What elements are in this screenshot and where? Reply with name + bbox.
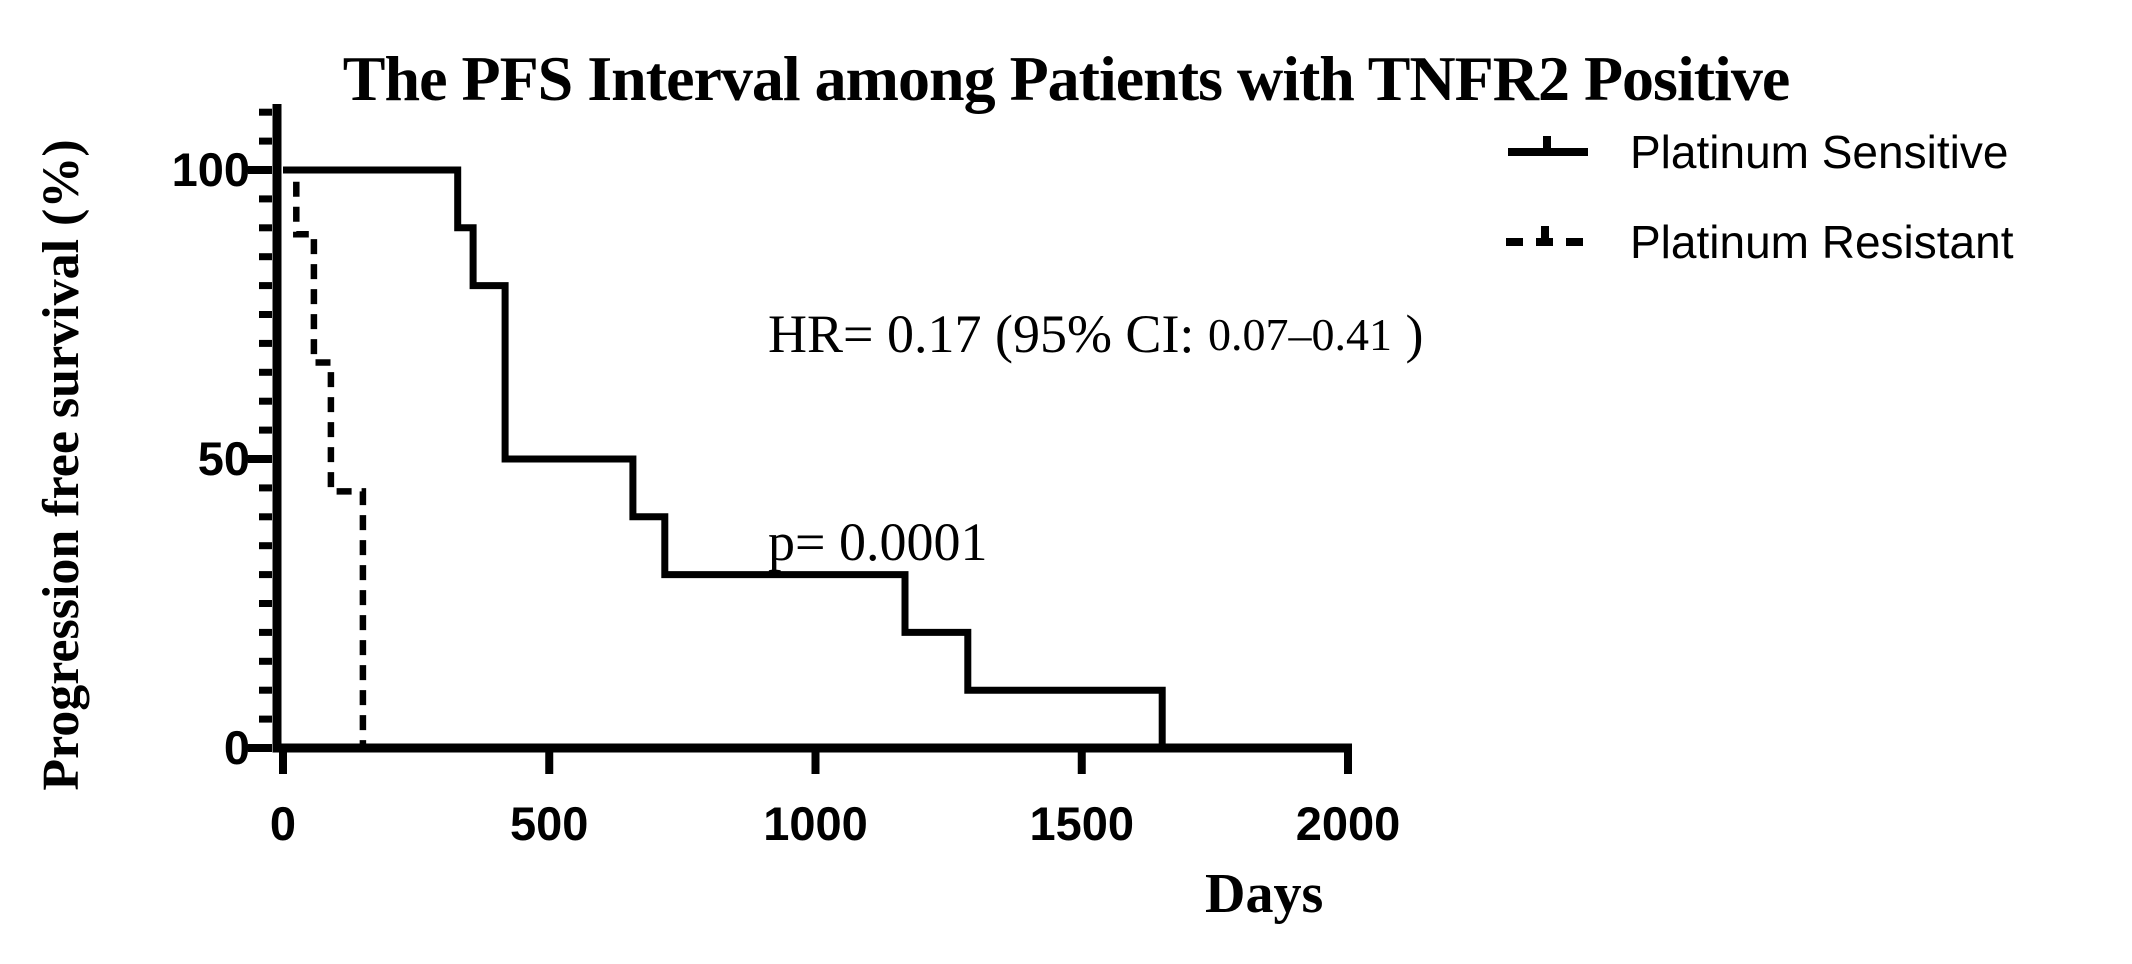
y-tick-label: 50 xyxy=(198,432,250,485)
y-axis-label: Progression free survival (%) xyxy=(33,139,90,790)
y-tick-label: 100 xyxy=(172,143,250,196)
hr-annotation: HR= 0.17 (95% CI: 0.07–0.41 ) xyxy=(768,302,1423,364)
x-tick-labels: 0 500 1000 1500 2000 xyxy=(270,797,1400,850)
x-major-ticks xyxy=(279,752,1352,774)
legend: Platinum Sensitive Platinum Resistant xyxy=(1506,126,2014,268)
legend-label-resistant: Platinum Resistant xyxy=(1630,216,2014,268)
x-axis-label: Days xyxy=(1205,863,1323,925)
legend-label-sensitive: Platinum Sensitive xyxy=(1630,126,2008,178)
platinum-resistant-curve xyxy=(283,166,367,748)
p-value-annotation: p= 0.0001 xyxy=(768,512,987,572)
hr-annotation-suffix: ) xyxy=(1405,304,1423,364)
hr-annotation-ci: 0.07–0.41 xyxy=(1208,309,1392,360)
platinum-sensitive-curve xyxy=(283,166,1166,748)
legend-item-sensitive: Platinum Sensitive xyxy=(1508,126,2008,178)
x-tick-label: 0 xyxy=(270,797,296,850)
x-tick-label: 1500 xyxy=(1029,797,1134,850)
chart-title: The PFS Interval among Patients with TNF… xyxy=(343,43,1789,114)
x-tick-label: 500 xyxy=(510,797,588,850)
x-tick-label: 1000 xyxy=(763,797,868,850)
x-tick-label: 2000 xyxy=(1296,797,1401,850)
y-tick-label: 0 xyxy=(224,721,250,774)
hr-annotation-prefix: HR= 0.17 (95% CI: xyxy=(768,304,1208,364)
y-tick-labels: 0 50 100 xyxy=(172,143,250,774)
y-major-ticks xyxy=(248,166,272,752)
legend-item-resistant: Platinum Resistant xyxy=(1506,216,2014,268)
y-minor-ticks xyxy=(259,108,272,723)
